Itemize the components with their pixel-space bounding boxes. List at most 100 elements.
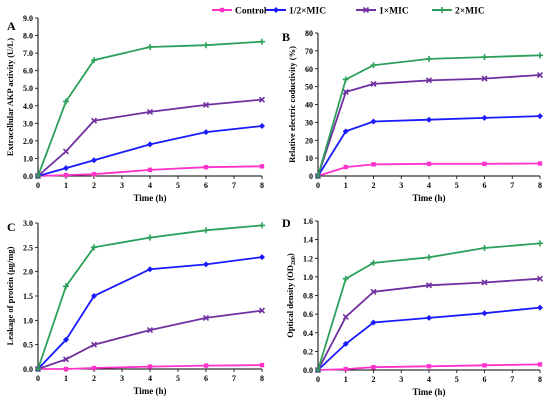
legend-marker <box>273 7 279 13</box>
x-tick-label: 2 <box>92 374 96 383</box>
x-tick-label: 3 <box>399 181 403 190</box>
y-tick-label: 1.0 <box>23 154 33 163</box>
data-point <box>202 314 210 321</box>
y-axis-label: Relative electric coductivity (%) <box>287 46 297 163</box>
x-tick-label: 1 <box>64 374 68 383</box>
series-line <box>37 309 263 370</box>
data-point <box>481 114 488 121</box>
series-1-mic <box>34 307 266 373</box>
legend-item-1-2-mic: 1/2×MIC <box>266 7 326 17</box>
data-point <box>258 307 266 314</box>
panel-letter: B <box>282 30 290 44</box>
x-tick-label: 0 <box>316 375 320 384</box>
x-tick-label: 2 <box>372 181 376 190</box>
y-tick-label: 1.4 <box>303 236 313 245</box>
x-tick-label: 5 <box>176 374 180 383</box>
data-point <box>62 148 70 155</box>
y-tick-label: 2.0 <box>23 268 33 277</box>
data-point <box>481 310 488 317</box>
x-tick-label: 0 <box>316 181 320 190</box>
series-line <box>37 125 263 177</box>
data-point <box>425 77 433 84</box>
series-line <box>317 54 541 177</box>
x-tick-label: 4 <box>148 374 152 383</box>
data-point <box>63 366 69 372</box>
data-point <box>342 340 349 347</box>
data-point <box>203 129 209 136</box>
series-line <box>317 363 541 371</box>
x-tick-label: 1 <box>344 181 348 190</box>
data-point <box>537 240 543 247</box>
x-tick-label: 8 <box>538 375 542 384</box>
panel-letter: A <box>7 19 16 33</box>
x-axis-label: Time (h) <box>133 386 166 396</box>
data-point <box>91 172 97 177</box>
series-line <box>317 242 541 371</box>
legend-svg: Control 1/2×MIC 1×MIC 2×MIC <box>212 7 485 17</box>
data-point <box>370 319 377 326</box>
legend-label: 1/2×MIC <box>289 7 326 17</box>
legend: Control 1/2×MIC 1×MIC 2×MIC <box>0 0 550 22</box>
x-tick-label: 8 <box>538 181 542 190</box>
data-point <box>426 161 432 167</box>
data-point <box>342 128 349 135</box>
series-line <box>317 115 541 177</box>
data-point <box>203 227 209 234</box>
x-tick-label: 5 <box>455 181 459 190</box>
data-point <box>259 164 265 169</box>
series-2-mic <box>35 222 265 372</box>
data-point <box>370 80 377 88</box>
legend-label: 2×MIC <box>455 7 485 17</box>
series-1-mic <box>314 71 544 180</box>
y-tick-label: 60 <box>305 65 313 74</box>
data-point <box>147 364 153 369</box>
y-tick-label: 3.0 <box>23 119 33 128</box>
data-point <box>202 101 210 108</box>
y-axis-label: Leakage of protein (μg/mg) <box>5 246 15 345</box>
chart-panel-a: A 0.0 1.0 2.0 3.0 4.0 5.0 6.0 7.0 8.0 9.0 0 1 2 3 4 5 6 7 8… <box>5 14 266 203</box>
data-point <box>426 116 432 123</box>
data-point <box>370 62 377 69</box>
x-tick-label: 4 <box>148 181 152 190</box>
data-point <box>91 293 97 299</box>
data-point <box>63 336 69 343</box>
series-1-mic <box>314 275 544 374</box>
y-tick-label: 0.8 <box>303 292 313 301</box>
panel-letter: C <box>7 220 16 234</box>
data-point <box>63 283 69 290</box>
series-1-2-mic <box>35 254 265 372</box>
x-tick-label: 7 <box>510 181 514 190</box>
legend-label: 1×MIC <box>379 7 409 17</box>
series-line <box>37 165 263 177</box>
chart-panel-b: B 0 10 20 30 40 50 60 70 80 0 1 2 3 4 5 6 7 8 Time (h) Relat… <box>282 29 544 203</box>
series-line <box>317 306 541 371</box>
data-point <box>481 245 488 252</box>
y-tick-label: 40 <box>305 101 313 110</box>
data-point <box>536 71 544 79</box>
data-point <box>203 42 209 49</box>
data-point <box>91 57 97 64</box>
data-point <box>315 173 321 179</box>
data-point <box>91 244 97 251</box>
data-point <box>537 113 543 120</box>
series-line <box>37 40 263 177</box>
y-tick-label: 3.0 <box>23 219 33 228</box>
data-point <box>147 266 153 273</box>
series-line <box>317 74 541 177</box>
data-point <box>342 76 349 83</box>
data-point <box>63 165 69 172</box>
x-tick-label: 4 <box>427 375 431 384</box>
x-tick-label: 6 <box>483 181 487 190</box>
x-tick-label: 8 <box>260 181 264 190</box>
series-line <box>37 98 263 177</box>
y-tick-label: 1.2 <box>303 254 313 263</box>
data-point <box>370 118 377 125</box>
data-point <box>482 363 487 368</box>
y-tick-label: 80 <box>305 29 313 38</box>
x-tick-label: 2 <box>372 375 376 384</box>
x-tick-label: 3 <box>399 375 403 384</box>
y-tick-label: 20 <box>305 136 313 145</box>
series-2-mic <box>315 52 543 179</box>
data-point <box>147 141 153 148</box>
